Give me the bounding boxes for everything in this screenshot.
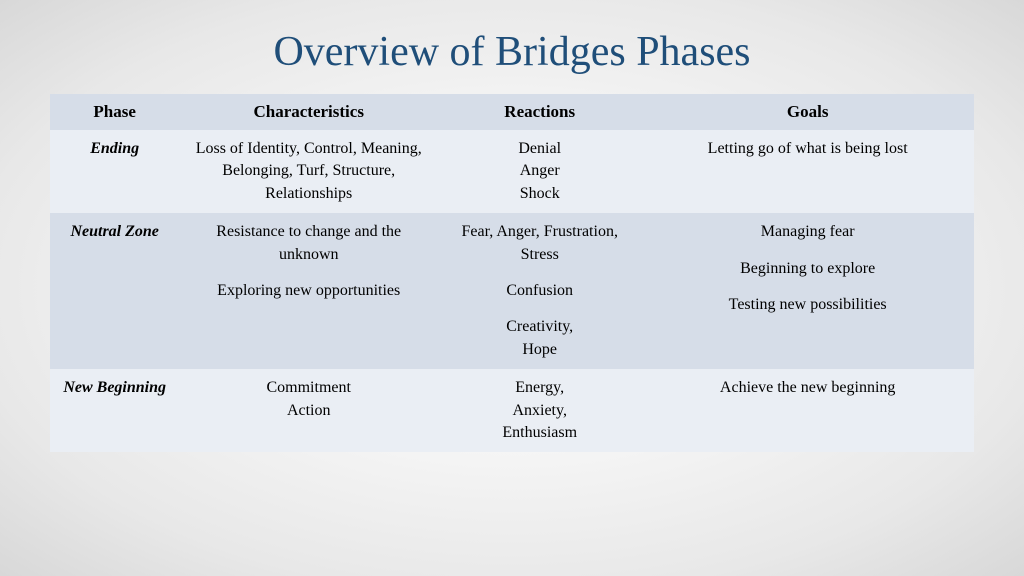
table-row: Neutral ZoneResistance to change and the…: [50, 213, 974, 369]
cell-text: Denial Anger Shock: [448, 138, 631, 205]
col-header-phase: Phase: [50, 94, 179, 130]
cell-text: Confusion: [448, 280, 631, 302]
cell-reactions: Energy, Anxiety, Enthusiasm: [438, 369, 641, 452]
cell-text: Resistance to change and the unknown: [189, 221, 428, 266]
cell-text: Energy, Anxiety, Enthusiasm: [448, 377, 631, 444]
cell-text: Achieve the new beginning: [651, 377, 964, 399]
table-row: EndingLoss of Identity, Control, Meaning…: [50, 130, 974, 213]
cell-goals: Letting go of what is being lost: [641, 130, 974, 213]
col-header-reactions: Reactions: [438, 94, 641, 130]
col-header-characteristics: Characteristics: [179, 94, 438, 130]
table-header-row: Phase Characteristics Reactions Goals: [50, 94, 974, 130]
cell-text: Commitment Action: [189, 377, 428, 422]
col-header-goals: Goals: [641, 94, 974, 130]
cell-phase: Neutral Zone: [50, 213, 179, 369]
cell-text: Testing new possibilities: [651, 294, 964, 316]
cell-phase: Ending: [50, 130, 179, 213]
cell-characteristics: Commitment Action: [179, 369, 438, 452]
cell-text: Loss of Identity, Control, Meaning, Belo…: [189, 138, 428, 205]
cell-text: Creativity, Hope: [448, 316, 631, 361]
cell-characteristics: Resistance to change and the unknown Expl…: [179, 213, 438, 369]
cell-goals: Achieve the new beginning: [641, 369, 974, 452]
cell-text: Exploring new opportunities: [189, 280, 428, 302]
table-body: EndingLoss of Identity, Control, Meaning…: [50, 130, 974, 452]
cell-phase: New Beginning: [50, 369, 179, 452]
cell-text: Letting go of what is being lost: [651, 138, 964, 160]
table-row: New BeginningCommitment Action Energy, An…: [50, 369, 974, 452]
cell-text: Beginning to explore: [651, 258, 964, 280]
cell-reactions: Fear, Anger, Frustration, Stress Confusio…: [438, 213, 641, 369]
cell-text: Fear, Anger, Frustration, Stress: [448, 221, 631, 266]
cell-goals: Managing fear Beginning to explore Testing…: [641, 213, 974, 369]
cell-text: Managing fear: [651, 221, 964, 243]
slide: Overview of Bridges Phases Phase Charact…: [0, 0, 1024, 576]
slide-title: Overview of Bridges Phases: [50, 28, 974, 76]
cell-characteristics: Loss of Identity, Control, Meaning, Belo…: [179, 130, 438, 213]
cell-reactions: Denial Anger Shock: [438, 130, 641, 213]
phases-table: Phase Characteristics Reactions Goals En…: [50, 94, 974, 452]
